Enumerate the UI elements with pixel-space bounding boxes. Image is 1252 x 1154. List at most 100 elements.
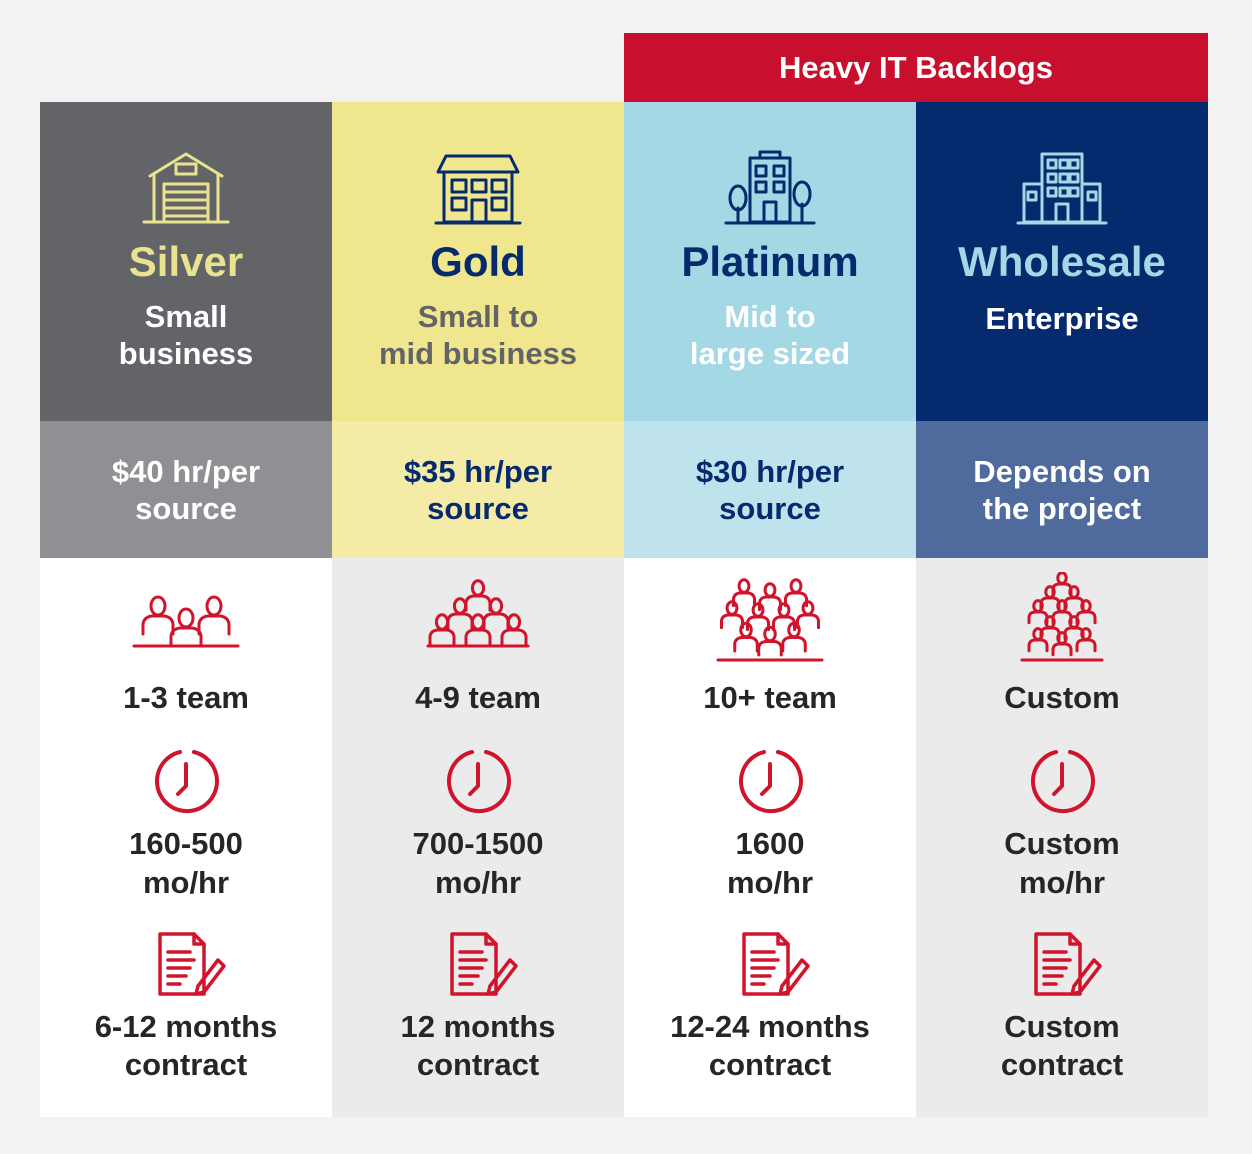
team-custom-icon	[1020, 571, 1104, 662]
text-line: contract	[1000, 1047, 1124, 1082]
tier-price: $40 hr/per source	[40, 421, 332, 558]
text-line: mo/hr	[1018, 865, 1106, 900]
clock-icon	[150, 746, 222, 818]
clock-icon	[1026, 746, 1098, 818]
clock-icon	[155, 750, 219, 814]
price-text: Depends on the project	[973, 453, 1150, 527]
tier-name: Gold	[430, 238, 526, 285]
text-line: large sized	[689, 336, 851, 371]
text-line: source	[135, 490, 237, 526]
tier-details: 1-3 team 160-500 mo/hr 6-12 months contrac…	[40, 558, 332, 1117]
contract-icon	[158, 932, 226, 996]
text-line: Mid to	[724, 299, 816, 334]
tier-details: 10+ team 1600 mo/hr 12-24 months contract	[624, 558, 916, 1117]
clock-icon	[734, 746, 806, 818]
team-medium-icon	[426, 579, 530, 648]
tier-segment: Mid to large sized	[624, 298, 916, 372]
text-line: Custom	[1004, 1009, 1120, 1044]
clock-icon	[447, 750, 511, 814]
text-line: $35 hr/per	[403, 453, 553, 489]
heavy-it-backlogs-banner: Heavy IT Backlogs	[624, 33, 1208, 102]
text-line: 700-1500	[412, 826, 544, 861]
banner-label: Heavy IT Backlogs	[779, 49, 1053, 85]
contract-icon	[146, 930, 226, 1000]
warehouse-icon	[136, 150, 236, 230]
tier-price: $30 hr/per source	[624, 421, 916, 558]
team-size: 10+ team	[703, 680, 837, 715]
text-line: contract	[124, 1047, 248, 1082]
text-line: mo/hr	[726, 865, 814, 900]
text-line: business	[118, 336, 254, 371]
text-line: Custom	[1004, 826, 1120, 861]
house-icon	[434, 154, 522, 225]
text-line: Small	[144, 299, 228, 334]
tier-name: Platinum	[681, 238, 859, 285]
text-line: $40 hr/per	[111, 453, 261, 489]
contract-icon	[438, 930, 518, 1000]
price-text: $35 hr/per source	[404, 453, 552, 527]
text-line: $30 hr/per	[695, 453, 845, 489]
tier-column-wholesale: Wholesale Enterprise Depends on the proje…	[916, 102, 1208, 1117]
tier-details: Custom Custom mo/hr Custom contract	[916, 558, 1208, 1117]
contract-length: 12-24 months contract	[624, 1008, 916, 1084]
text-line: 12 months	[400, 1009, 556, 1044]
team-size: 1-3 team	[123, 680, 249, 715]
team-size: 4-9 team	[415, 680, 541, 715]
tier-header: Wholesale Enterprise	[916, 102, 1208, 421]
contract-length: 6-12 months contract	[40, 1008, 332, 1084]
team-large-icon	[716, 578, 824, 662]
tier-column-platinum: Platinum Mid to large sized $30 hr/per sou…	[624, 102, 916, 1117]
text-line: 1600	[735, 826, 805, 861]
text-line: 6-12 months	[94, 1009, 278, 1044]
contract-icon	[450, 932, 518, 996]
tier-segment: Small business	[40, 298, 332, 372]
clock-icon	[739, 750, 803, 814]
text-line: contract	[416, 1047, 540, 1082]
clock-icon	[442, 746, 514, 818]
warehouse-icon	[142, 152, 230, 224]
tier-details: 4-9 team 700-1500 mo/hr 12 months contract	[332, 558, 624, 1117]
text-line: Small to	[417, 299, 539, 334]
contract-icon	[1022, 930, 1102, 1000]
text-line: source	[719, 490, 821, 526]
text-line: 12-24 months	[670, 1009, 870, 1044]
team-medium-icon	[418, 572, 538, 672]
text-line: Enterprise	[985, 301, 1139, 336]
clock-icon	[1031, 750, 1095, 814]
team-small-icon	[126, 572, 246, 672]
monthly-hours: 1600 mo/hr	[624, 824, 916, 902]
text-line: mid business	[378, 336, 578, 371]
team-small-icon	[132, 595, 240, 648]
tier-price: $35 hr/per source	[332, 421, 624, 558]
contract-icon	[730, 930, 810, 1000]
tier-name: Wholesale	[958, 238, 1166, 285]
text-line: mo/hr	[434, 865, 522, 900]
tier-price: Depends on the project	[916, 421, 1208, 558]
monthly-hours: Custom mo/hr	[916, 824, 1208, 902]
monthly-hours: 160-500 mo/hr	[40, 824, 332, 902]
tier-name: Silver	[128, 238, 244, 285]
tier-column-silver: Silver Small business $40 hr/per source 1-…	[40, 102, 332, 1117]
house-icon	[428, 150, 528, 230]
text-line: Depends on	[973, 453, 1151, 489]
tier-header: Platinum Mid to large sized	[624, 102, 916, 421]
text-line: source	[427, 490, 529, 526]
office-building-icon	[720, 150, 820, 230]
tier-column-gold: Gold Small to mid business $35 hr/per sour…	[332, 102, 624, 1117]
tier-header: Gold Small to mid business	[332, 102, 624, 421]
contract-length: Custom contract	[916, 1008, 1208, 1084]
text-line: the project	[982, 490, 1142, 526]
price-text: $40 hr/per source	[112, 453, 260, 527]
text-line: 160-500	[129, 826, 243, 861]
contract-icon	[742, 932, 810, 996]
office-building-icon	[724, 150, 816, 225]
tier-header: Silver Small business	[40, 102, 332, 421]
tier-segment: Enterprise	[916, 300, 1208, 337]
team-custom-icon	[1002, 571, 1122, 672]
skyscraper-icon	[1012, 150, 1112, 230]
contract-length: 12 months contract	[332, 1008, 624, 1084]
monthly-hours: 700-1500 mo/hr	[332, 824, 624, 902]
text-line: mo/hr	[142, 865, 230, 900]
text-line: contract	[708, 1047, 832, 1082]
team-size: Custom	[1004, 680, 1120, 715]
